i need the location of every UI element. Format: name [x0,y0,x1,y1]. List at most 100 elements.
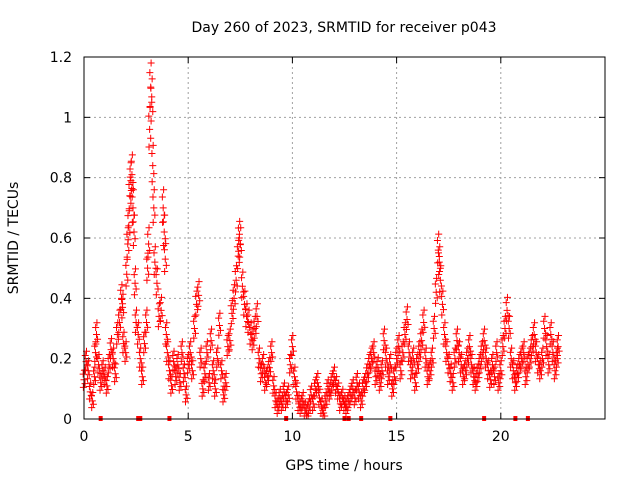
data-point [174,350,182,358]
data-point [91,377,99,385]
data-point [513,378,521,386]
data-point [85,371,93,379]
data-point [381,341,389,349]
data-point [519,342,527,350]
data-point [400,340,408,348]
data-point [471,386,479,394]
data-point [461,375,469,383]
data-point [259,369,267,377]
data-point [184,369,192,377]
data-point [357,404,365,412]
data-point [166,357,174,365]
data-point [288,352,296,360]
data-point [111,378,119,386]
data-point [148,75,156,83]
data-point [333,383,341,391]
data-point [213,355,221,363]
data-point [536,367,544,375]
data-point [225,346,233,354]
data-point [439,306,447,314]
data-point [338,389,346,397]
data-point [522,373,530,381]
data-point [217,375,225,383]
data-point [293,379,301,387]
data-point [219,398,227,406]
data-point [436,243,444,251]
data-point [104,369,112,377]
data-point [112,360,120,368]
data-point [100,367,108,375]
data-point [475,369,483,377]
data-point [192,292,200,300]
data-point [326,388,334,396]
data-point [93,331,101,339]
data-point [138,367,146,375]
data-point [178,349,186,357]
data-point [122,349,130,357]
data-point [191,312,199,320]
data-point [286,361,294,369]
data-point [387,350,395,358]
data-point [168,382,176,390]
data-point [200,364,208,372]
data-point [555,331,563,339]
data-point [136,355,144,363]
data-point [216,309,224,317]
data-point [492,342,500,350]
data-point [87,379,95,387]
data-point [392,363,400,371]
plot-frame [83,56,606,420]
data-point [199,385,207,393]
data-point [553,336,561,344]
data-point [446,364,454,372]
data-point [142,311,150,319]
data-point [139,363,147,371]
data-point [277,407,285,415]
data-point [150,170,158,178]
data-point [306,386,314,394]
data-point [443,338,451,346]
data-point [218,367,226,375]
data-point [147,117,155,125]
data-point [384,380,392,388]
data-point [144,264,152,272]
data-point [170,358,178,366]
data-point [123,270,131,278]
data-point [152,264,160,272]
data-point [103,382,111,390]
data-point [505,334,513,342]
data-point [165,361,173,369]
data-point [529,347,537,355]
data-point [427,363,435,371]
data-point [313,379,321,387]
data-point [539,344,547,352]
data-point [402,335,410,343]
data-point [130,291,138,299]
data-point [194,283,202,291]
data-point [547,319,555,327]
data-point [467,347,475,355]
data-point [132,285,140,293]
data-point [152,291,160,299]
data-point [175,365,183,373]
data-point [418,337,426,345]
data-point [154,285,162,293]
data-point [267,342,275,350]
data-point [223,336,231,344]
data-point [119,290,127,298]
data-point [241,287,249,295]
data-point [208,341,216,349]
data-point [422,344,430,352]
data-point [411,386,419,394]
data-point [544,347,552,355]
data-point [406,353,414,361]
data-point [206,383,214,391]
data-point [209,375,217,383]
data-point [143,276,151,284]
data-point [89,388,97,396]
data-point [238,274,246,282]
data-point [296,409,304,417]
data-point [413,361,421,369]
data-point [191,329,199,337]
data-point [235,230,243,238]
